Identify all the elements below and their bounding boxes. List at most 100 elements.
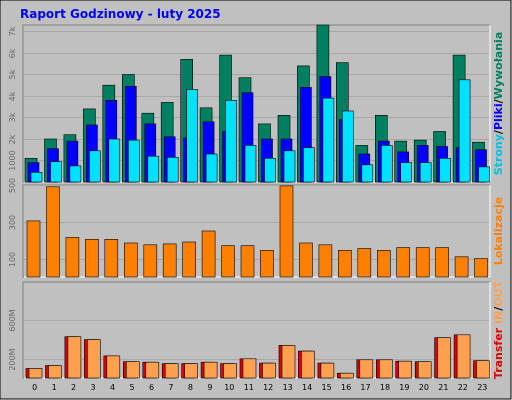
y-tick-label: 7k [8,26,17,36]
bar-visits-5 [124,242,138,278]
bar-kbout-6 [145,361,160,379]
bar-visits-0 [26,220,41,278]
bar-pages-7 [166,157,179,183]
x-tick-label-5: 5 [129,383,134,392]
side-label-part: OUT [492,280,505,306]
y-tick-label: 600M [8,309,17,331]
bar-kbout-3 [87,339,101,379]
bar-kbout-8 [184,363,198,379]
bar-kbout-9 [203,361,218,379]
bar-kbout-14 [301,350,315,379]
bar-visits-20 [415,247,430,278]
bar-pages-21 [439,158,451,183]
bar-visits-8 [182,241,196,278]
bar-pages-5 [128,139,140,183]
bar-kbout-21 [437,337,451,379]
x-tick-label-22: 22 [458,383,468,392]
chart-panels: 10002k3k4k5k6k7kStrony/Pliki/Wywołania10… [8,24,505,392]
bar-visits-9 [201,230,216,278]
x-tick-label-21: 21 [438,383,448,392]
side-label-hits-files-pages: Strony/Pliki/Wywołania [492,32,505,176]
bar-visits-12 [260,250,274,278]
bar-kbout-2 [67,336,82,379]
bar-visits-2 [65,237,80,278]
bar-visits-4 [104,239,119,278]
x-tick-label-17: 17 [360,383,370,392]
x-tick-label-11: 11 [244,383,254,392]
bar-visits-3 [85,239,99,278]
y-tick-label: 5k [8,69,17,79]
bar-pages-23 [478,166,490,183]
x-tick-label-8: 8 [188,383,193,392]
bar-visits-21 [435,247,449,278]
panel-visits: 100 300 500 Lokalizacje [8,178,505,278]
side-label-transfer: Transfer IN/OUT [492,280,505,379]
bar-pages-9 [205,153,218,183]
side-label-part: Transfer [492,327,505,379]
y-tick-label: 1000 [8,150,17,170]
bar-visits-1 [46,186,60,278]
y-tick-label: 500 [8,178,17,193]
x-tick-label-0: 0 [32,383,37,392]
bar-kbout-23 [476,360,490,379]
x-tick-label-14: 14 [302,383,312,392]
x-tick-label-4: 4 [110,383,115,392]
side-label-part: IN [492,311,505,328]
chart-title: Raport Godzinowy - luty 2025 [20,7,221,21]
y-tick-label: 4k [8,91,17,101]
x-tick-label-7: 7 [168,383,173,392]
bar-kbout-20 [417,361,432,379]
bar-pages-14 [303,147,315,183]
bar-kbout-19 [398,360,413,379]
bar-kbout-7 [164,363,179,379]
bar-pages-4 [108,138,121,183]
bar-visits-10 [221,245,235,278]
side-label-part: Pliki [492,103,505,130]
bar-kbout-1 [48,365,62,379]
bar-visits-11 [240,245,255,278]
x-tick-label-12: 12 [263,383,273,392]
bar-pages-8 [186,89,198,183]
x-tick-label-1: 1 [52,383,57,392]
bar-pages-3 [89,150,101,183]
y-tick-label: 6k [8,48,17,58]
bar-pages-16 [341,110,354,183]
bar-visits-16 [337,250,352,278]
panel-transfer: 200M 600M Transfer IN/OUT [8,280,505,379]
x-tick-label-19: 19 [399,383,409,392]
bar-pages-18 [380,145,393,183]
bar-pages-6 [147,155,160,183]
bar-kbout-11 [242,358,257,379]
y-tick-label: 100 [8,252,17,267]
bar-visits-6 [143,244,158,278]
bar-pages-13 [283,150,296,183]
panel-hits-files-pages: 1000 2k 3k 4k 5k 6k 7k Strony/Pliki/Wywołania [8,24,505,183]
bar-kbout-10 [223,363,237,379]
y-tick-label: 3k [8,112,17,122]
x-tick-label-18: 18 [380,383,390,392]
bar-pages-19 [400,162,413,183]
side-label-part: / [492,98,505,103]
bar-kbout-4 [106,355,121,379]
bar-visits-23 [474,258,488,278]
bar-pages-17 [361,164,374,183]
side-label-part: Lokalizacje [492,197,505,265]
y-tick-label: 200M [8,348,17,370]
y-tick-label: 2k [8,134,17,144]
x-tick-label-20: 20 [419,383,429,392]
side-label-part: Wywołania [492,32,505,100]
bar-pages-11 [244,145,257,183]
bar-visits-19 [396,247,411,278]
bar-visits-14 [299,242,313,278]
y-tick-label: 300 [8,215,17,230]
side-label-part: / [492,306,505,311]
bar-pages-15 [322,97,335,183]
bar-pages-2 [69,165,82,183]
x-tick-label-23: 23 [477,383,487,392]
bar-pages-1 [50,161,62,183]
bar-pages-10 [225,100,237,183]
x-tick-label-6: 6 [149,383,154,392]
bar-pages-20 [419,162,432,183]
bar-kbout-13 [281,345,296,379]
